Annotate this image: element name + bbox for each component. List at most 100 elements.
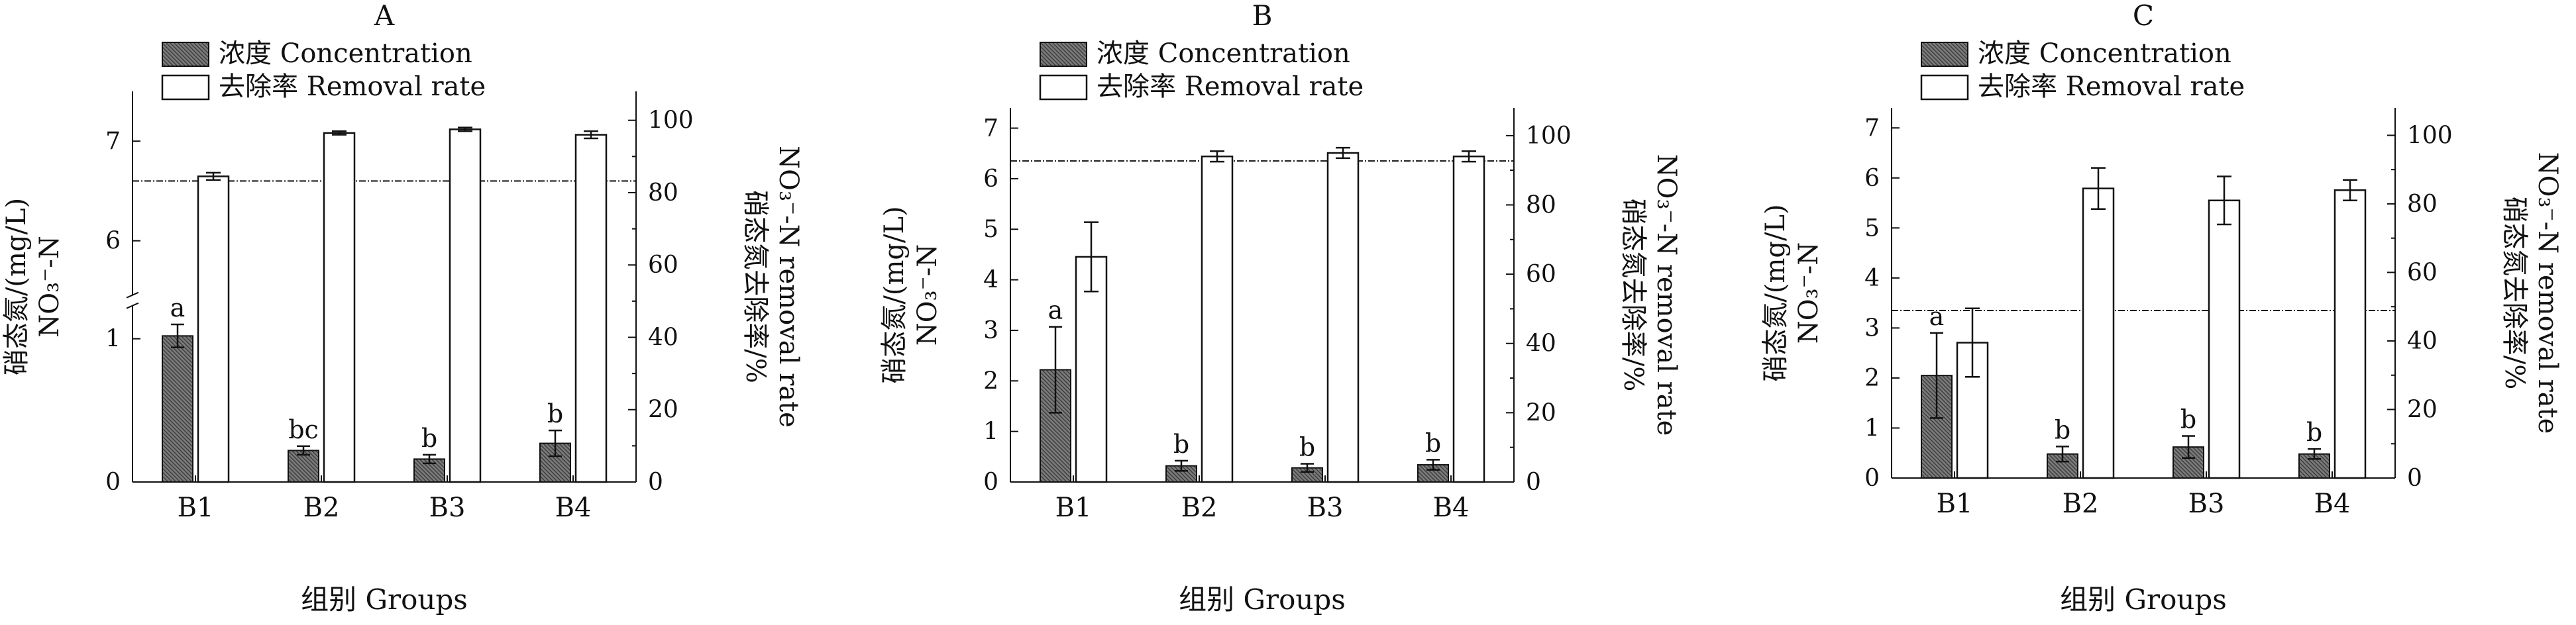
y-left-tick-label: 7	[983, 115, 998, 142]
y-right-tick-label: 100	[1526, 122, 1572, 150]
significance-letter: b	[547, 399, 563, 428]
legend-label-removal: 去除率 Removal rate	[1978, 72, 2245, 102]
significance-letter: b	[2306, 418, 2322, 447]
legend-swatch-removal	[161, 74, 210, 101]
y-right-title-cn: 硝态氮去除率/%	[1618, 199, 1648, 391]
axis-break-mark	[126, 302, 139, 309]
y-right-tick-label: 20	[2407, 396, 2438, 423]
x-axis-title: 组别 Groups	[301, 583, 468, 616]
bar-removal-b2	[1201, 155, 1234, 483]
bar-removal-b1	[1075, 256, 1108, 483]
category-label: B2	[2063, 489, 2099, 519]
chart-panel-a: 0 1 6 7 0 20 40 60 80 100 a B1 bc B2 b B3 b B4 A 浓度 Concent…	[1, 0, 804, 616]
y-left-title-cn: 硝态氮/(mg/L)	[879, 206, 910, 383]
significance-letter: b	[1425, 428, 1441, 457]
category-label: B2	[1181, 493, 1218, 523]
y-left-tick-label: 1	[1864, 414, 1880, 442]
y-left-tick-label: 5	[1864, 215, 1880, 242]
panel-label: A	[374, 0, 395, 32]
y-left-title-en: NO₃⁻-N	[34, 236, 65, 337]
significance-letter: b	[2055, 415, 2070, 444]
y-left-tick-label: 1	[105, 326, 121, 353]
bar-removal-b2	[323, 132, 356, 483]
y-right-tick-label: 80	[2407, 191, 2438, 218]
significance-letter: b	[2180, 405, 2196, 434]
panel-label: B	[1252, 0, 1273, 32]
bar-removal-b3	[2208, 199, 2241, 479]
significance-letter: a	[1048, 296, 1063, 325]
category-label: B3	[429, 493, 466, 523]
category-label: B3	[2188, 489, 2225, 519]
y-right-tick-label: 100	[2407, 122, 2453, 149]
y-left-tick-label: 7	[1864, 115, 1880, 142]
legend-label-concentration: 浓度 Concentration	[1097, 38, 1350, 69]
y-right-tick-label: 60	[648, 252, 678, 279]
y-right-tick-label: 0	[648, 469, 663, 496]
x-axis-title: 组别 Groups	[1179, 583, 1346, 616]
y-right-tick-label: 40	[1526, 330, 1556, 358]
y-right-tick-label: 0	[2407, 465, 2422, 492]
y-left-title-en: NO₃⁻-N	[912, 244, 943, 346]
legend-swatch-concentration	[162, 42, 209, 67]
y-right-tick-label: 100	[648, 107, 694, 134]
significance-letter: a	[1929, 302, 1945, 331]
y-left-tick-label: 2	[1864, 365, 1880, 392]
y-left-tick-label: 2	[983, 367, 998, 395]
y-left-tick-label: 3	[983, 317, 998, 344]
y-left-title-en: NO₃⁻-N	[1794, 242, 1824, 344]
y-right-tick-label: 0	[1526, 469, 1541, 496]
category-label: B1	[1055, 493, 1092, 523]
significance-letter: b	[1299, 433, 1315, 462]
bar-removal-b1	[197, 175, 230, 483]
chart-panel-c: 0 1 2 3 4 5 6 7 0 20 40 60 80 100 a B1 b B2 b B3 b B4 C 浓度 Conc…	[1760, 0, 2563, 616]
category-label: B1	[1937, 489, 1973, 519]
y-right-tick-label: 40	[648, 324, 678, 351]
legend-swatch-removal	[1039, 74, 1088, 101]
y-left-title-cn: 硝态氮/(mg/L)	[1, 198, 32, 375]
bar-removal-b4	[2334, 189, 2367, 479]
y-right-tick-label: 60	[2407, 259, 2438, 286]
category-label: B4	[555, 493, 592, 523]
category-label: B2	[303, 493, 340, 523]
y-left-tick-label: 7	[105, 128, 121, 155]
y-left-tick-label: 6	[1864, 165, 1880, 192]
bar-removal-b3	[449, 128, 482, 483]
bar-removal-b2	[2082, 187, 2115, 479]
bar-concentration-b2	[288, 450, 319, 483]
y-left-tick-label: 3	[1864, 314, 1880, 342]
legend-swatch-concentration	[1921, 42, 1968, 67]
legend-swatch-removal	[1920, 74, 1969, 101]
y-left-tick-label: 0	[105, 469, 121, 496]
y-right-title-en: NO₃⁻-N removal rate	[773, 146, 804, 428]
y-right-tick-label: 40	[2407, 328, 2438, 355]
significance-letter: bc	[288, 415, 319, 444]
y-left-tick-label: 4	[1864, 265, 1880, 292]
bar-concentration-b1	[162, 335, 193, 483]
legend-label-removal: 去除率 Removal rate	[219, 72, 486, 102]
y-left-tick-label: 0	[1864, 465, 1880, 492]
bar-removal-b3	[1326, 152, 1360, 483]
y-left-tick-label: 6	[105, 228, 121, 255]
significance-letter: a	[170, 293, 186, 322]
bar-removal-b4	[574, 134, 608, 483]
y-left-tick-label: 0	[983, 469, 998, 496]
y-right-title-en: NO₃⁻-N removal rate	[2532, 152, 2563, 434]
legend-label-concentration: 浓度 Concentration	[219, 38, 472, 69]
category-label: B3	[1307, 493, 1344, 523]
category-label: B4	[2314, 489, 2351, 519]
y-right-tick-label: 20	[648, 397, 678, 424]
y-right-tick-label: 80	[648, 179, 678, 207]
y-right-tick-label: 80	[1526, 191, 1556, 218]
legend-label-removal: 去除率 Removal rate	[1097, 72, 1364, 102]
chart-panel-b: 0 1 2 3 4 5 6 7 0 20 40 60 80 100 a B1 b B2 b B3 b B4 B 浓度 Conc…	[879, 0, 1682, 616]
y-right-tick-label: 60	[1526, 261, 1556, 288]
category-label: B1	[178, 493, 214, 523]
x-axis-title: 组别 Groups	[2060, 583, 2227, 616]
significance-letter: b	[421, 424, 437, 453]
bar-removal-b4	[1452, 155, 1485, 483]
y-right-title-cn: 硝态氮去除率/%	[2499, 197, 2530, 389]
significance-letter: b	[1173, 430, 1189, 459]
y-left-tick-label: 1	[983, 418, 998, 446]
bar-concentration-b3	[413, 458, 445, 483]
axis-break-mark	[126, 291, 139, 299]
